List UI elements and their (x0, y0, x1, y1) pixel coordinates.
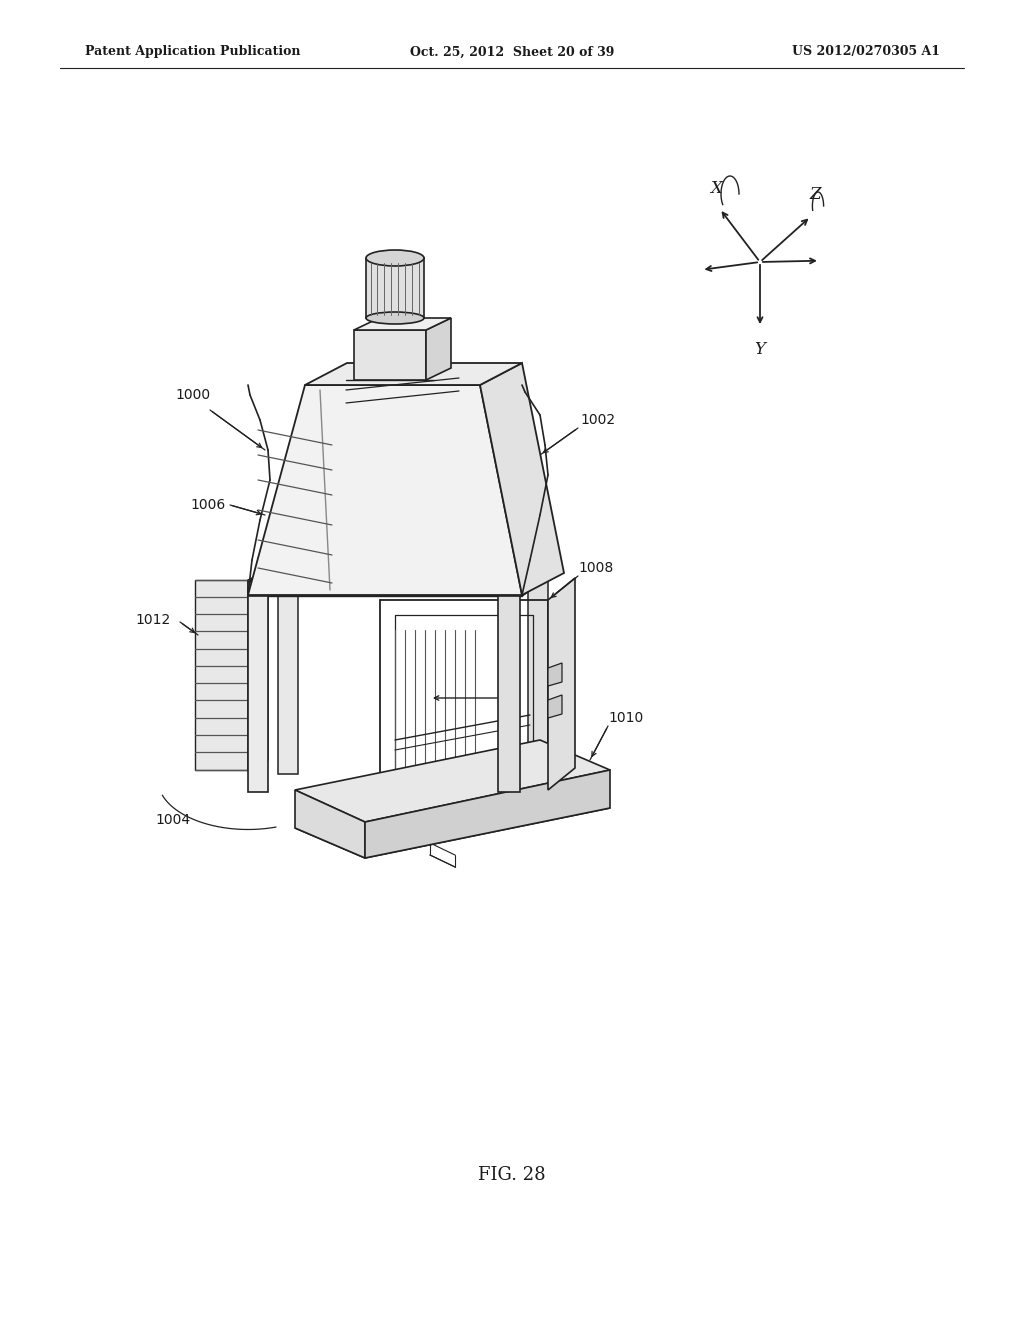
Text: US 2012/0270305 A1: US 2012/0270305 A1 (792, 45, 940, 58)
Polygon shape (528, 572, 548, 774)
Polygon shape (248, 582, 522, 597)
Polygon shape (548, 578, 575, 789)
Polygon shape (498, 590, 520, 792)
Text: Oct. 25, 2012  Sheet 20 of 39: Oct. 25, 2012 Sheet 20 of 39 (410, 45, 614, 58)
Polygon shape (548, 696, 562, 718)
Text: 1002: 1002 (580, 413, 615, 426)
Text: X: X (710, 180, 722, 197)
Polygon shape (248, 385, 522, 595)
Polygon shape (248, 590, 268, 792)
Text: Patent Application Publication: Patent Application Publication (85, 45, 300, 58)
Polygon shape (354, 330, 426, 380)
Text: 1014: 1014 (385, 304, 420, 317)
Text: 1004: 1004 (155, 813, 190, 828)
Text: 1008: 1008 (578, 561, 613, 576)
Polygon shape (195, 579, 248, 770)
Polygon shape (366, 257, 424, 318)
Polygon shape (248, 560, 552, 582)
Polygon shape (354, 318, 451, 330)
Polygon shape (426, 318, 451, 380)
Polygon shape (305, 363, 522, 385)
Ellipse shape (366, 312, 424, 323)
Polygon shape (522, 560, 552, 597)
Text: 1000: 1000 (175, 388, 210, 403)
Polygon shape (295, 741, 610, 822)
Polygon shape (295, 777, 610, 858)
Polygon shape (480, 363, 564, 595)
Text: Y: Y (755, 341, 766, 358)
Text: 1012: 1012 (135, 612, 170, 627)
Text: FIG. 28: FIG. 28 (478, 1166, 546, 1184)
Polygon shape (295, 789, 365, 858)
Polygon shape (548, 663, 562, 686)
Text: 1006: 1006 (190, 498, 225, 512)
Polygon shape (278, 572, 298, 774)
Ellipse shape (366, 249, 424, 267)
Polygon shape (248, 570, 268, 770)
Polygon shape (365, 770, 610, 858)
Text: 1010: 1010 (608, 711, 643, 725)
Text: Z: Z (810, 186, 821, 203)
